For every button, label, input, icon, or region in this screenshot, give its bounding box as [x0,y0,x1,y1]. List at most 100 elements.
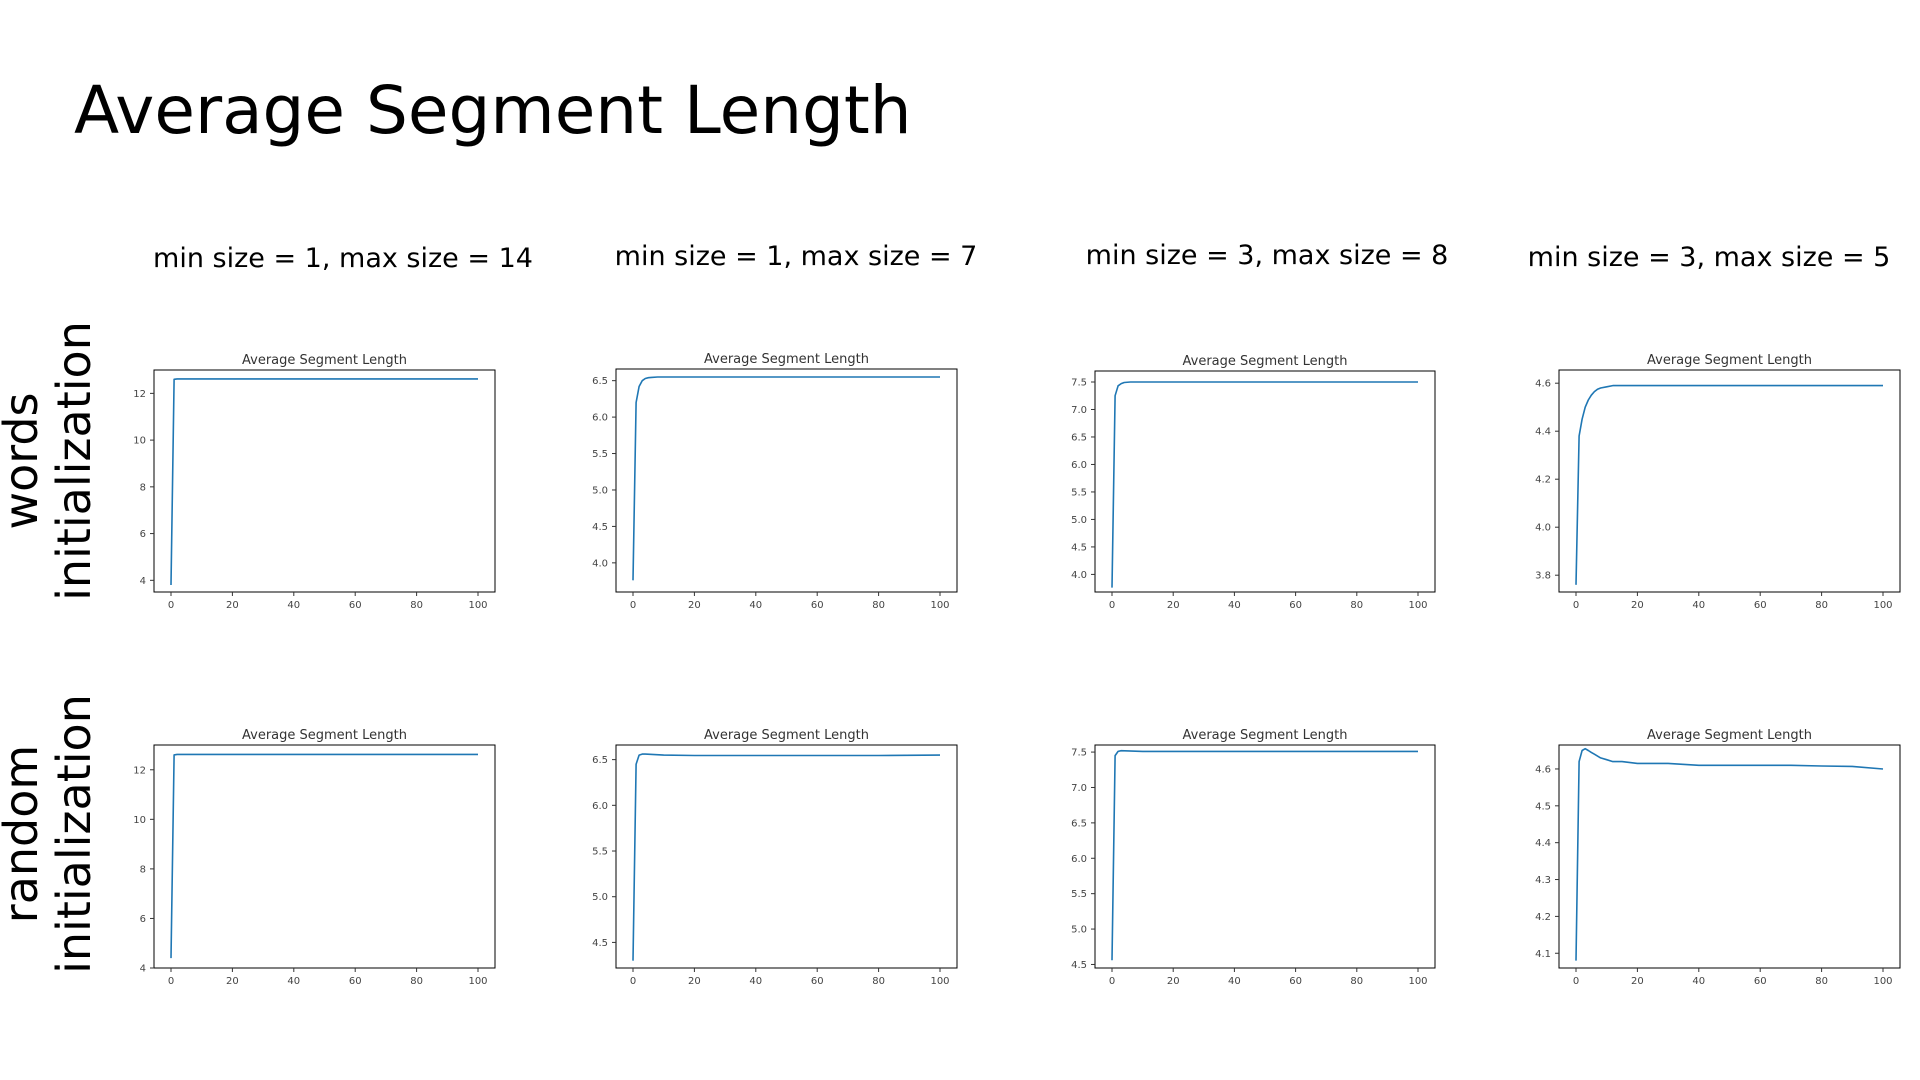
y-tick-label: 4.5 [1071,542,1087,553]
y-tick-label: 6.5 [1071,818,1087,829]
y-tick-label: 4.6 [1535,379,1551,390]
chart-title: Average Segment Length [1183,354,1348,369]
x-tick-label: 60 [1754,600,1767,611]
x-tick-label: 80 [872,600,885,611]
plot-frame [1094,744,1436,969]
plot-frame [153,369,496,593]
y-tick-label: 6.0 [592,801,608,812]
chart-title: Average Segment Length [704,352,869,367]
y-tick-label: 7.0 [1071,405,1087,416]
y-tick-label: 6.0 [1071,854,1087,865]
series-line [1111,381,1418,588]
x-tick-label: 0 [1573,976,1579,987]
x-tick-label: 20 [688,976,701,987]
chart-title: Average Segment Length [242,728,407,743]
x-tick-label: 20 [688,600,701,611]
chart-4: Average Segment Length 0 20 40 60 80 100 3.8 4.0… [1535,353,1901,611]
x-tick-label: 100 [930,976,949,987]
chart-1: Average Segment Length 0 20 40 60 80 100 4 6 8 10 1… [133,353,496,611]
x-tick-label: 100 [1873,600,1892,611]
x-tick-label: 40 [1692,600,1705,611]
plot-frame [153,744,496,969]
y-tick-label: 10 [133,436,146,447]
x-tick-label: 40 [287,976,300,987]
x-tick-label: 60 [1289,600,1302,611]
plot-frame [1558,744,1901,969]
x-tick-label: 40 [287,600,300,611]
chart-title: Average Segment Length [242,353,407,368]
y-tick-label: 6 [140,914,146,925]
series-line [170,753,478,959]
y-tick-label: 8 [140,482,146,493]
series-line [632,753,941,961]
plot-frame [1558,369,1901,593]
y-tick-label: 5.0 [1071,925,1087,936]
y-tick-label: 4.4 [1535,838,1551,849]
y-tick-label: 4.0 [1071,570,1087,581]
slide-title: Average Segment Length [74,72,912,149]
x-tick-label: 80 [410,976,423,987]
y-tick-label: 12 [133,765,146,776]
x-tick-label: 60 [349,976,362,987]
column-header-3: min size = 3, max size = 8 [1085,240,1449,271]
column-header-2: min size = 1, max size = 7 [614,241,978,272]
y-tick-label: 7.5 [1071,377,1087,388]
x-tick-label: 60 [811,976,824,987]
y-tick-label: 4 [140,576,146,587]
x-tick-label: 60 [811,600,824,611]
chart-2: Average Segment Length 0 20 40 60 80 100 4.0 4.5… [592,352,958,611]
x-tick-label: 100 [930,600,949,611]
y-tick-label: 5.5 [1071,889,1087,900]
x-tick-label: 0 [1109,600,1115,611]
series-line [632,376,940,581]
x-tick-label: 80 [872,976,885,987]
y-tick-label: 6.5 [1071,432,1087,443]
series-line [1111,749,1418,961]
series-line [1575,384,1883,585]
y-tick-label: 4.5 [592,938,608,949]
y-tick-label: 4.1 [1535,949,1551,960]
series-line [1575,747,1884,961]
x-tick-label: 0 [1109,976,1115,987]
y-tick-label: 4.2 [1535,912,1551,923]
x-tick-label: 100 [468,600,487,611]
y-tick-label: 4.2 [1535,475,1551,486]
x-tick-label: 100 [1873,976,1892,987]
y-tick-label: 7.0 [1071,783,1087,794]
x-tick-label: 0 [168,600,174,611]
x-tick-label: 80 [1815,600,1828,611]
x-tick-label: 100 [1408,976,1427,987]
y-tick-label: 4.0 [592,558,608,569]
y-tick-label: 6.5 [592,755,608,766]
y-tick-label: 4.4 [1535,427,1551,438]
x-tick-label: 80 [410,600,423,611]
x-tick-label: 40 [1692,976,1705,987]
x-tick-label: 20 [226,600,239,611]
x-tick-label: 20 [1167,600,1180,611]
x-tick-label: 0 [630,600,636,611]
y-tick-label: 5.0 [592,485,608,496]
y-tick-label: 4.5 [592,522,608,533]
chart-8: Average Segment Length 0 20 40 60 80 100 4.1 4.2… [1535,728,1901,987]
x-tick-label: 20 [1631,600,1644,611]
y-tick-label: 8 [140,864,146,875]
x-tick-label: 0 [1573,600,1579,611]
column-header-1: min size = 1, max size = 14 [153,243,533,274]
y-tick-label: 5.0 [592,892,608,903]
x-tick-label: 40 [1228,976,1241,987]
x-tick-label: 20 [1167,976,1180,987]
x-tick-label: 100 [468,976,487,987]
y-tick-label: 4 [140,964,146,975]
x-tick-label: 40 [749,600,762,611]
y-tick-label: 4.5 [1071,960,1087,971]
x-tick-label: 60 [1289,976,1302,987]
chart-6: Average Segment Length 0 20 40 60 80 100 4.5 5.0… [592,728,958,987]
y-tick-label: 5.5 [592,847,608,858]
x-tick-label: 80 [1815,976,1828,987]
x-tick-label: 60 [1754,976,1767,987]
x-tick-label: 20 [1631,976,1644,987]
y-tick-label: 4.3 [1535,875,1551,886]
x-tick-label: 20 [226,976,239,987]
y-tick-label: 4.6 [1535,764,1551,775]
